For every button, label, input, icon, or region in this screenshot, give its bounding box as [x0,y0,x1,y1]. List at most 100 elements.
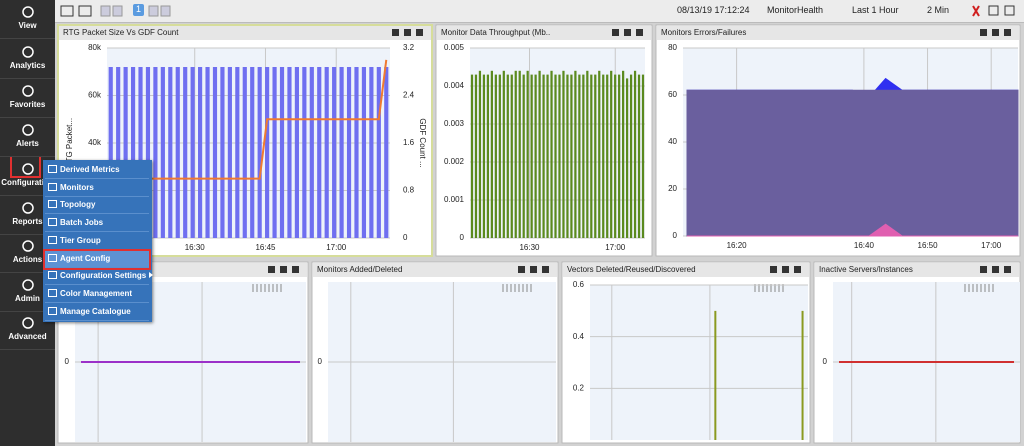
bar [190,67,195,238]
menu-label: Color Management [60,288,133,298]
bar [470,74,474,238]
y-tick-label: 0.2 [573,383,585,392]
range[interactable]: Last 1 Hour [852,5,899,15]
sidebar-item[interactable]: Configuration [0,157,55,196]
panel-tool[interactable] [794,266,801,273]
sidebar-icon [21,6,34,18]
sidebar-item[interactable]: Favorites [0,79,55,118]
toolbar-icons[interactable] [59,0,179,22]
bar [618,74,621,238]
config-menu: Derived Metrics Monitors Topology Batch Job… [43,160,154,322]
bar [550,70,553,238]
sidebar-icon [21,85,34,97]
sidebar-item[interactable]: Reports [0,196,55,235]
menu-item[interactable]: Topology [45,197,149,215]
sidebar-item[interactable]: Analytics [0,40,55,79]
y-tick-label: 40k [88,138,102,147]
menu-label: Agent Config [60,253,111,263]
menu-icon [48,306,57,315]
menu-item[interactable]: Derived Metrics [45,162,149,179]
bar [538,70,541,238]
panel-tool[interactable] [530,266,537,273]
menu-label: Batch Jobs [60,218,104,228]
menu-label: Topology [60,200,96,210]
menu-icon [48,200,57,209]
menu-icon [48,165,57,173]
y-tick-label: 0 [65,357,70,366]
area [686,89,1019,237]
panel-tool[interactable] [280,266,287,273]
bar [578,74,581,238]
interval[interactable]: 2 Min [927,5,950,15]
menu-item[interactable]: Tier Group [45,233,149,250]
x-tick-label: 16:40 [854,241,875,250]
panel-tool[interactable] [1004,29,1011,36]
panel-tool[interactable] [1004,266,1011,273]
menu-item[interactable]: Manage Catalogue [45,304,149,321]
panel-tool[interactable] [992,29,999,36]
y2-tick-label: 3.2 [403,43,415,52]
bar [175,67,180,238]
panel-tool[interactable] [542,266,549,273]
bar [637,74,641,238]
panel-tool[interactable] [518,266,525,273]
sidebar-item[interactable]: View [0,0,55,39]
x-tick-label: 16:30 [185,243,206,252]
datetime[interactable]: 08/13/19 17:12:24 [677,5,750,15]
page-number[interactable]: 1 [133,4,144,16]
x-tick-label: 17:00 [981,241,1002,250]
panel-tool[interactable] [770,266,777,273]
panel-tool[interactable] [782,266,789,273]
panel-tool[interactable] [980,266,987,273]
panel-header [437,26,651,40]
sidebar-item[interactable]: Admin [0,273,55,312]
bar [376,67,381,238]
panel-header [815,263,1019,277]
panel-tool[interactable] [292,266,299,273]
sidebar-item[interactable]: Advanced [0,311,55,350]
panel-tool[interactable] [416,29,423,36]
panel-tool[interactable] [636,29,643,36]
panel-tool[interactable] [612,29,619,36]
panel-tool[interactable] [992,266,999,273]
panel-title: Monitors Errors/Failures [661,28,746,37]
menu-item[interactable]: Batch Jobs [45,215,149,233]
x-tick-label: 17:00 [605,243,626,252]
panel-tool[interactable] [268,266,275,273]
y-tick-label: 40 [668,137,677,146]
panel-title: Monitors Added/Deleted [317,265,402,274]
y-tick-label: 80k [88,43,102,52]
bar [346,67,352,238]
bar [116,67,121,238]
sidebar-label: Actions [12,255,43,264]
menu-item[interactable]: Agent Config [43,248,151,270]
bar [168,67,173,238]
bar [183,67,188,238]
panel-tool[interactable] [404,29,411,36]
y2-tick-label: 1.6 [403,138,415,147]
sidebar-label: Alerts [16,139,39,148]
toolbar-right-icons[interactable] [963,0,1023,22]
bar [506,74,509,238]
menu-item[interactable]: Configuration Settings [45,268,154,286]
menu-item[interactable]: Color Management [45,286,149,303]
profile[interactable]: MonitorHealth [767,5,824,15]
menu-item[interactable]: Monitors [45,180,149,197]
bar [502,70,505,238]
panel-title: Monitor Data Throughput (Mb.. [441,28,550,37]
sidebar-icon [21,163,34,175]
bar [590,74,593,238]
y2-axis-label: GDF Count ... [418,118,427,167]
panel-header [657,26,1019,40]
bar [629,74,633,238]
bar [570,74,573,238]
panel-tool[interactable] [392,29,399,36]
y-tick-label: 0 [318,357,323,366]
panel-tool[interactable] [624,29,631,36]
y-tick-label: 0 [673,231,678,240]
bar [317,67,322,238]
sidebar-item[interactable]: Alerts [0,118,55,157]
panel-title: RTG Packet Size Vs GDF Count [63,28,179,37]
sidebar-item[interactable]: Actions [0,234,55,273]
panel-tool[interactable] [980,29,987,36]
